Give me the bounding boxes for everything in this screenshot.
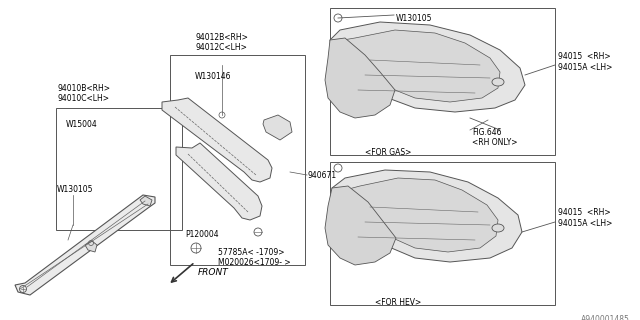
Bar [56, 108, 182, 230]
Polygon shape [162, 98, 272, 182]
Text: W130105: W130105 [57, 185, 93, 194]
Text: 94012B<RH>
94012C<LH>: 94012B<RH> 94012C<LH> [195, 33, 248, 52]
Text: W130146: W130146 [195, 72, 232, 81]
Text: 940671: 940671 [308, 171, 337, 180]
Polygon shape [176, 143, 262, 220]
Polygon shape [15, 195, 155, 295]
Bar [330, 162, 555, 305]
Text: A940001485: A940001485 [581, 315, 630, 320]
Ellipse shape [492, 224, 504, 232]
Text: W130105: W130105 [396, 14, 433, 23]
Polygon shape [343, 30, 500, 102]
Text: <FOR GAS>: <FOR GAS> [365, 148, 412, 157]
Polygon shape [325, 186, 396, 265]
Text: FIG.646
<RH ONLY>: FIG.646 <RH ONLY> [472, 128, 518, 148]
Text: W15004: W15004 [66, 120, 98, 129]
Polygon shape [85, 241, 97, 252]
Text: <FOR HEV>: <FOR HEV> [375, 298, 421, 307]
Text: 94015  <RH>
94015A <LH>: 94015 <RH> 94015A <LH> [558, 52, 612, 72]
Polygon shape [332, 170, 522, 262]
Text: 57785A< -1709>
M020026<1709- >: 57785A< -1709> M020026<1709- > [218, 248, 291, 268]
Polygon shape [140, 196, 152, 206]
Polygon shape [263, 115, 292, 140]
Bar [170, 55, 305, 265]
Text: P120004: P120004 [185, 230, 219, 239]
Ellipse shape [492, 78, 504, 86]
Polygon shape [345, 178, 498, 252]
Text: 94010B<RH>
94010C<LH>: 94010B<RH> 94010C<LH> [58, 84, 111, 103]
Bar [330, 8, 555, 155]
Polygon shape [325, 38, 395, 118]
Text: FRONT: FRONT [198, 268, 228, 277]
Text: 94015  <RH>
94015A <LH>: 94015 <RH> 94015A <LH> [558, 208, 612, 228]
Polygon shape [330, 22, 525, 112]
